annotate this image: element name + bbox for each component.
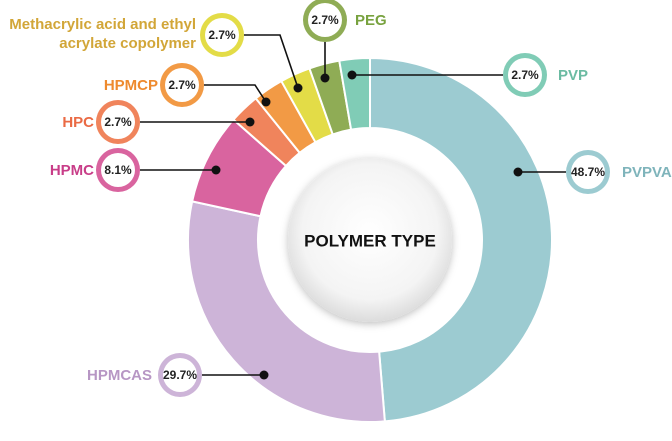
value-bubble-inner <box>101 153 135 187</box>
value-bubble-inner <box>165 68 199 102</box>
leader-dot <box>347 70 357 80</box>
center-title: POLYMER TYPE <box>304 231 436 250</box>
category-label: Methacrylic acid and ethyl acrylate copo… <box>9 16 196 52</box>
category-label: PVP <box>558 66 589 84</box>
value-label: 2.7% <box>511 68 539 82</box>
category-label: PEG <box>355 11 387 29</box>
donut-segment <box>369 56 553 423</box>
leader-dot <box>211 165 221 175</box>
category-label: HPMCP <box>103 76 158 94</box>
value-label: 2.7% <box>311 13 339 27</box>
leader-dot <box>513 167 523 177</box>
value-bubble-inner <box>101 105 135 139</box>
value-label: 8.1% <box>104 163 132 177</box>
leader-dot <box>259 370 269 380</box>
value-bubble-inner <box>508 58 542 92</box>
leader-dot <box>293 83 303 93</box>
leader-line <box>244 34 299 89</box>
value-label: 48.7% <box>571 165 605 179</box>
leader-dot <box>320 73 330 83</box>
value-label: 2.7% <box>208 28 236 42</box>
center-disc <box>288 158 452 322</box>
leader-dot <box>261 97 271 107</box>
leader-line <box>204 84 267 103</box>
leader-dot <box>245 117 255 127</box>
category-label: PVPVA <box>622 163 672 181</box>
value-bubble-inner <box>163 358 197 392</box>
category-label: HPC <box>62 113 94 131</box>
category-label: HPMC <box>49 161 94 179</box>
category-label: HPMCAS <box>86 366 152 384</box>
donut-segment <box>338 56 371 131</box>
value-label: 2.7% <box>104 115 132 129</box>
value-bubble-inner <box>205 18 239 52</box>
value-label: 29.7% <box>163 368 197 382</box>
value-bubble-inner <box>571 155 605 189</box>
donut-segment <box>187 200 386 423</box>
value-bubble-inner <box>308 3 342 37</box>
value-label: 2.7% <box>168 78 196 92</box>
